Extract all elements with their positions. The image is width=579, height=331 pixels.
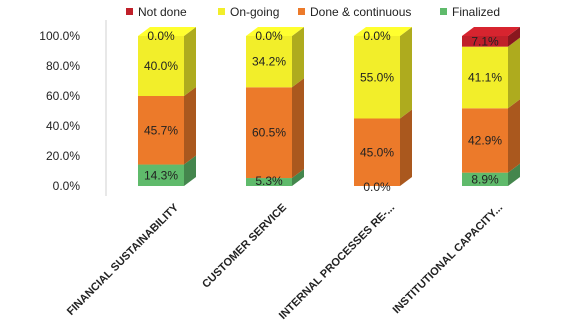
bar-segment	[246, 36, 292, 88]
legend-swatch	[126, 8, 133, 15]
bar-segment-side	[184, 155, 196, 186]
bar-segment-side	[400, 27, 412, 119]
bar-top-face	[462, 27, 520, 36]
legend-label: Done & continuous	[310, 5, 411, 19]
bar-segment	[354, 118, 400, 186]
bar-segment	[462, 46, 508, 109]
bar-segment-side	[400, 109, 412, 186]
data-label: 40.0%	[144, 59, 178, 73]
data-label: 0.0%	[255, 29, 283, 43]
bar-segment-side	[184, 87, 196, 165]
bar-segment-side	[184, 27, 196, 96]
data-label: 45.0%	[360, 145, 394, 159]
category-label: INTERNAL PROCESSES RE-...	[277, 202, 397, 322]
bar-segment	[138, 164, 184, 186]
bar-top-face	[354, 27, 412, 36]
bar-segment-side	[508, 99, 520, 173]
bar-segment-side	[508, 37, 520, 109]
bar-segment-side	[508, 27, 520, 47]
legend-swatch	[440, 8, 447, 15]
legend-swatch	[218, 8, 225, 15]
y-tick-label: 40.0%	[46, 119, 80, 133]
y-tick-label: 100.0%	[39, 29, 80, 43]
bar-segment	[138, 36, 184, 96]
legend-swatch	[298, 8, 305, 15]
data-label: 45.7%	[144, 123, 178, 137]
data-label: 0.0%	[363, 180, 391, 194]
legend: Not done On-going Done & continuous Finaliz…	[126, 5, 500, 19]
y-tick-label: 20.0%	[46, 149, 80, 163]
data-label: 8.9%	[471, 172, 499, 186]
bar-top-face	[246, 27, 304, 36]
data-label: 7.1%	[471, 34, 499, 48]
bar-segment-side	[292, 27, 304, 88]
data-label: 0.0%	[147, 29, 175, 43]
y-tick-label: 60.0%	[46, 89, 80, 103]
legend-label: Finalized	[452, 5, 500, 19]
category-label: CUSTOMER SERVICE	[200, 202, 289, 291]
bar-segment	[354, 36, 400, 119]
bar-segment	[246, 178, 292, 186]
data-label: 0.0%	[363, 29, 391, 43]
data-label: 34.2%	[252, 55, 286, 69]
bar-segment-side	[508, 163, 520, 186]
bar-segment	[138, 96, 184, 165]
bar-segment-side	[292, 169, 304, 186]
x-axis: FINANCIAL SUSTAINABILITY CUSTOMER SERVICE…	[65, 201, 505, 322]
category-label: FINANCIAL SUSTAINABILITY	[65, 201, 182, 318]
data-labels: 14.3% 45.7% 40.0% 0.0% 5.3% 60.5% 34.2% 0.0% 0.0…	[144, 29, 502, 194]
y-tick-label: 0.0%	[53, 179, 81, 193]
legend-label: On-going	[230, 5, 279, 19]
data-label: 55.0%	[360, 70, 394, 84]
bar-segment	[462, 108, 508, 173]
data-label: 5.3%	[255, 174, 283, 188]
bars	[138, 27, 520, 186]
category-label: INSTITUTIONAL CAPACITY...	[391, 202, 506, 317]
y-axis: 0.0% 20.0% 40.0% 60.0% 80.0% 100.0%	[39, 20, 107, 196]
bar-segment-side	[292, 78, 304, 179]
data-label: 60.5%	[252, 126, 286, 140]
bar-segment	[462, 172, 508, 186]
legend-label: Not done	[138, 5, 187, 19]
data-label: 42.9%	[468, 133, 502, 147]
data-label: 14.3%	[144, 168, 178, 182]
bar-segment	[462, 36, 508, 47]
data-label: 41.1%	[468, 70, 502, 84]
bar-segment	[246, 87, 292, 179]
y-tick-label: 80.0%	[46, 59, 80, 73]
bar-top-face	[138, 27, 196, 36]
